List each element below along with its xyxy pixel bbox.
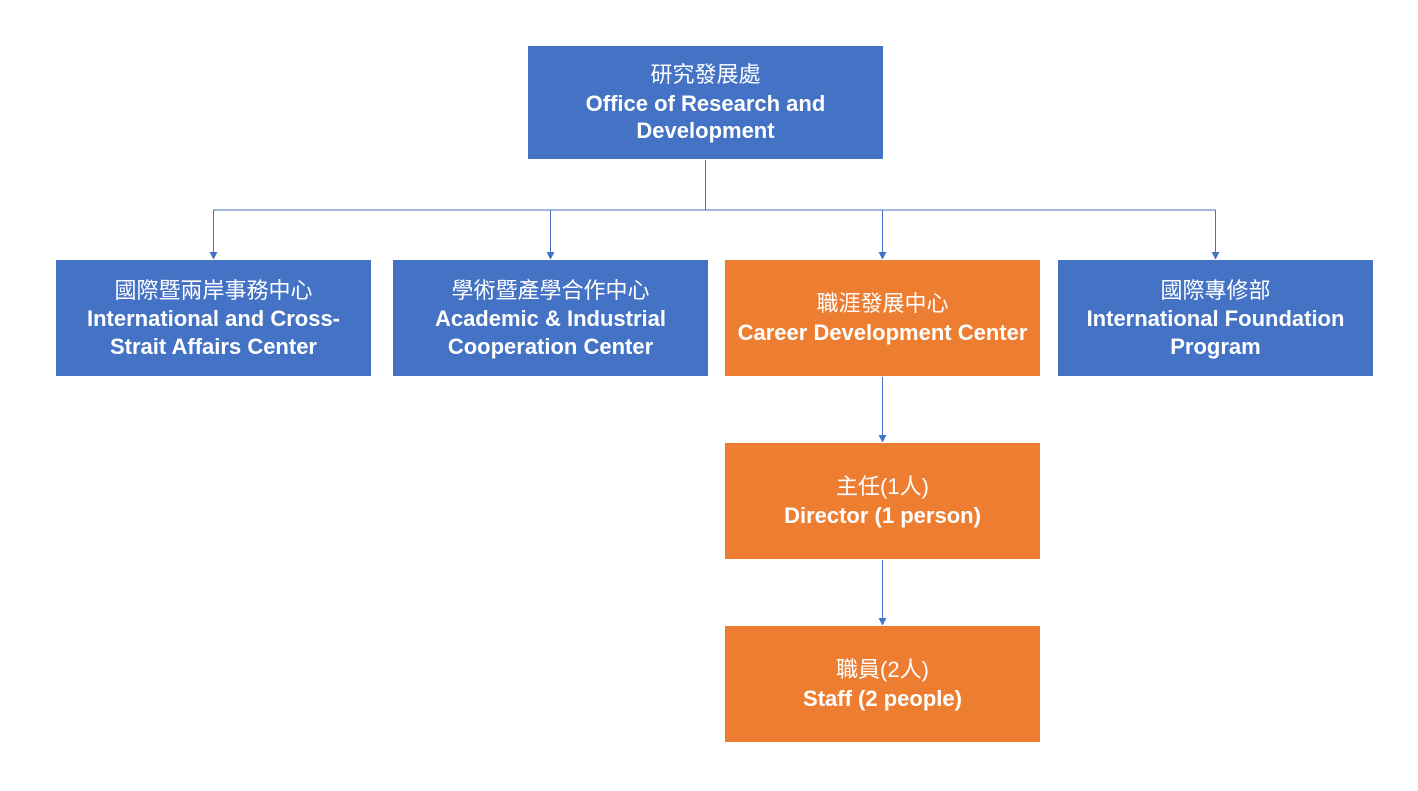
node-label-en: International Foundation Program	[1070, 305, 1361, 360]
node-label-zh: 學術暨產學合作中心	[451, 276, 649, 306]
node-label-en: Academic & Industrial Cooperation Center	[405, 305, 696, 360]
node-label-en: Staff (2 people)	[803, 685, 962, 713]
org-child-node-career-development: 職涯發展中心 Career Development Center	[724, 259, 1041, 377]
node-label-en: International and Cross-Strait Affairs C…	[68, 305, 359, 360]
node-label-zh: 國際專修部	[1160, 276, 1270, 306]
node-label-zh: 國際暨兩岸事務中心	[114, 276, 312, 306]
org-child-node-international-affairs: 國際暨兩岸事務中心 International and Cross-Strait…	[55, 259, 372, 377]
node-label-en: Office of Research and Development	[540, 90, 871, 145]
node-label-zh: 主任(1人)	[836, 472, 929, 502]
node-label-zh: 職涯發展中心	[816, 289, 948, 319]
node-label-zh: 研究發展處	[650, 60, 760, 90]
org-child-node-academic-cooperation: 學術暨產學合作中心 Academic & Industrial Cooperat…	[392, 259, 709, 377]
node-label-zh: 職員(2人)	[836, 655, 929, 685]
node-label-en: Career Development Center	[738, 319, 1028, 347]
org-grandchild-node-director: 主任(1人) Director (1 person)	[724, 442, 1041, 560]
org-root-node: 研究發展處 Office of Research and Development	[527, 45, 884, 160]
node-label-en: Director (1 person)	[784, 502, 981, 530]
org-child-node-international-foundation: 國際專修部 International Foundation Program	[1057, 259, 1374, 377]
org-grandchild-node-staff: 職員(2人) Staff (2 people)	[724, 625, 1041, 743]
